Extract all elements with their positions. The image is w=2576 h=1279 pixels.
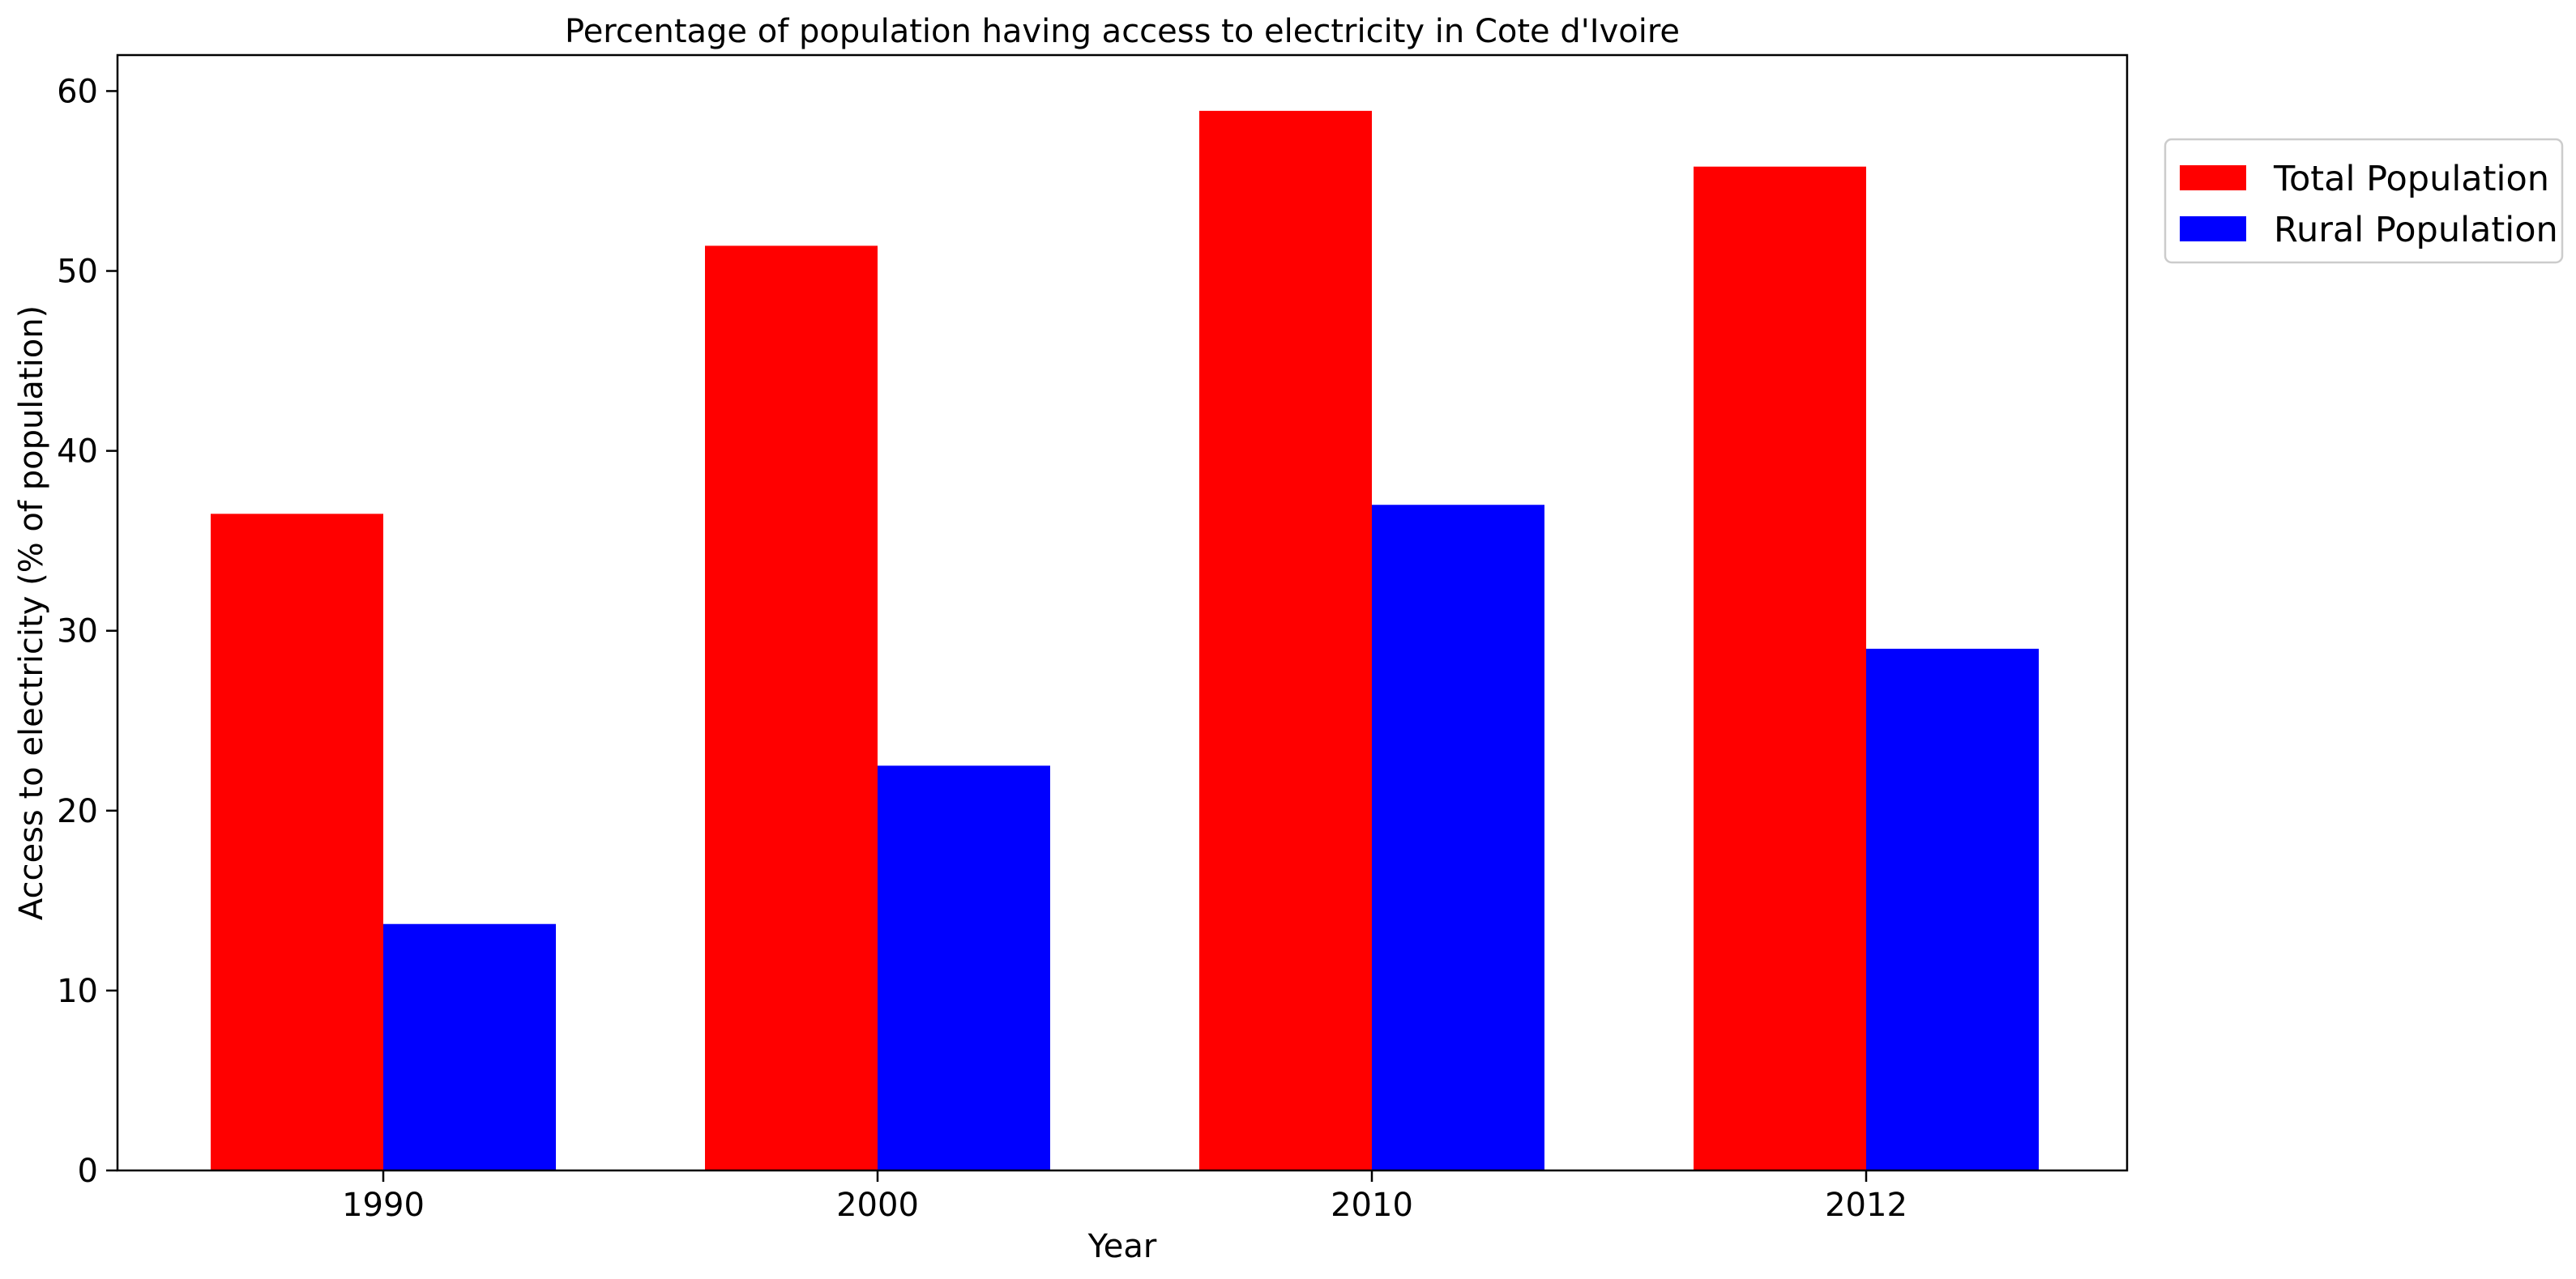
legend-swatch-total-population [2180,165,2246,190]
bars-group [211,110,2039,1171]
y-tick-label: 50 [57,254,98,291]
y-tick-label: 40 [57,433,98,471]
y-axis-label: Access to electricity (% of population) [13,305,50,920]
y-tick-label: 60 [57,73,98,110]
plot-area-frame [116,53,2129,1172]
bar-rural-population-2000 [878,765,1050,1170]
chart-title: Percentage of population having access t… [565,13,1680,50]
x-axis-ticks: 1990 2000 2010 2012 [342,1170,1907,1224]
bar-total-population-2000 [705,245,878,1170]
legend-label: Rural Population [2274,210,2558,250]
y-tick-label: 20 [57,793,98,830]
legend: Total Population Rural Population [2164,138,2564,264]
x-tick-label: 2000 [836,1187,919,1224]
bar-rural-population-1990 [383,923,556,1170]
x-axis-label: Year [1087,1228,1157,1265]
bar-total-population-2010 [1199,110,1372,1171]
y-tick-label: 10 [57,973,98,1010]
bar-rural-population-2012 [1866,648,2039,1170]
y-tick-label: 30 [57,613,98,650]
y-tick-label: 0 [78,1153,98,1190]
x-tick-label: 2010 [1331,1187,1413,1224]
bar-total-population-1990 [211,514,383,1170]
y-axis-ticks: 0 10 20 30 40 50 60 [57,73,117,1190]
legend-box [2164,138,2564,264]
bar-rural-population-2010 [1372,505,1544,1170]
bar-total-population-2012 [1694,166,1866,1171]
x-tick-label: 2012 [1825,1187,1907,1224]
x-tick-label: 1990 [342,1187,425,1224]
legend-swatch-rural-population [2180,216,2246,241]
legend-label: Total Population [2273,159,2549,199]
